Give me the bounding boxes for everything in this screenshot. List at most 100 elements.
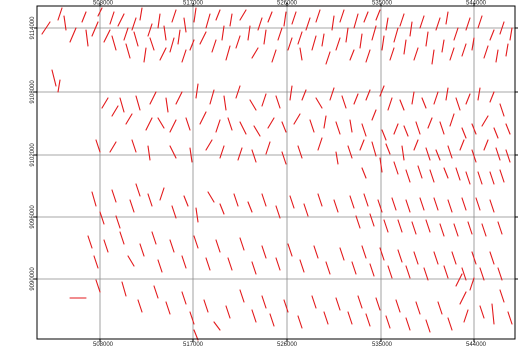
lineament-segment (157, 259, 163, 273)
lineament-segment (121, 281, 127, 297)
lineament-segment (251, 309, 257, 323)
lineament-segment (211, 39, 217, 53)
lineament-segment (275, 205, 281, 219)
lineament-segment (323, 115, 327, 129)
x-axis-top-labels: 508000 517000 526000 535000 544000 (93, 1, 487, 7)
lineament-segment (387, 265, 393, 279)
y-tick-label: 9108000 (30, 80, 36, 104)
lineament-segment (429, 169, 435, 183)
map-frame (36, 5, 516, 340)
lineament-segment (157, 117, 165, 129)
lineament-segment (395, 299, 401, 313)
lineament-segment (499, 21, 505, 35)
lineament-segment (419, 197, 425, 211)
lineament-segment (489, 171, 495, 185)
lineament-segment (433, 91, 439, 105)
lineament-segment (299, 259, 305, 273)
lineament-segment (57, 79, 61, 93)
lineament-segment (225, 305, 231, 319)
lineament-segment (359, 33, 363, 49)
lineament-segment (425, 31, 429, 47)
lineament-segment (495, 49, 499, 63)
lineament-segment (123, 27, 129, 41)
lineament-segment (411, 221, 417, 235)
lineament-segment (257, 17, 263, 31)
lineament-segment (265, 141, 271, 155)
lineament-segment (403, 125, 409, 137)
lineament-segment (287, 37, 293, 51)
lineament-segment (471, 37, 475, 51)
lineament-segment (195, 207, 199, 223)
lineament-segment (443, 265, 449, 279)
lineament-segment (437, 301, 443, 315)
lineament-segment (297, 315, 303, 329)
lineament-segment (119, 97, 125, 113)
lineament-segment (455, 273, 463, 287)
lineament-segment (405, 199, 411, 213)
lineament-segment (199, 31, 207, 45)
lineament-segment (385, 143, 391, 155)
y-tick-label: 9114000 (30, 16, 36, 40)
lineament-segment (469, 277, 475, 291)
lineament-segment (415, 121, 421, 135)
lineament-segment (215, 239, 221, 253)
lineament-segment (471, 123, 477, 135)
lineament-segment (345, 27, 349, 43)
lineament-segment (283, 11, 287, 27)
lineament-segment (193, 329, 199, 341)
lineament-segment (371, 25, 377, 41)
lineament-segment (387, 97, 393, 111)
lineament-segment (145, 117, 153, 131)
lineament-segment (489, 29, 495, 41)
lineament-segment (125, 43, 131, 59)
lineament-segment (281, 121, 287, 133)
lineament-segment (129, 199, 135, 213)
lineament-segment (465, 171, 471, 185)
lineament-segment (441, 39, 445, 53)
lineament-segment (263, 29, 267, 45)
lineament-segment (229, 13, 233, 27)
lineament-segment (411, 91, 415, 105)
lineament-segment (477, 15, 483, 29)
lineament-segment (203, 299, 209, 313)
lineament-segment (323, 311, 329, 325)
lineament-segment (137, 299, 143, 313)
lineament-segment (477, 171, 483, 185)
lineament-segment (371, 141, 377, 157)
lineament-segment (81, 11, 87, 23)
lineament-segment (339, 247, 345, 261)
lineament-segment (317, 193, 323, 207)
lineament-segment (375, 9, 381, 21)
lineament-segment (375, 297, 381, 311)
lineament-segment (483, 45, 489, 59)
lineament-segment (109, 141, 117, 153)
lineament-segment (397, 219, 403, 233)
lineament-segment (385, 17, 389, 31)
lineament-segment (195, 83, 199, 99)
lineament-segment (159, 47, 167, 61)
lineament-segment (353, 93, 359, 105)
lineament-segment (153, 285, 159, 299)
lineament-segment (165, 97, 169, 113)
lineament-segment (505, 149, 511, 163)
lineament-segment (331, 15, 335, 31)
lineament-segment (165, 301, 171, 315)
lineament-segment (409, 21, 413, 37)
lineament-segment (365, 313, 371, 327)
lineament-segment (111, 189, 117, 203)
lineament-segment (421, 97, 427, 109)
lineament-segment (135, 183, 141, 197)
lineament-segment (291, 11, 297, 25)
lineament-segment (403, 39, 407, 55)
lineament-segment (313, 245, 319, 259)
lineament-segment (325, 51, 331, 65)
lineament-segment (213, 321, 221, 331)
lineament-segment (509, 27, 513, 41)
lineament-segment (391, 197, 397, 211)
lineament-segment (171, 205, 177, 219)
lineament-segment (467, 221, 473, 235)
lineament-segment (159, 187, 165, 201)
lineament-segment (181, 255, 187, 269)
lineament-segment (459, 139, 465, 151)
lineament-segment (465, 93, 471, 105)
